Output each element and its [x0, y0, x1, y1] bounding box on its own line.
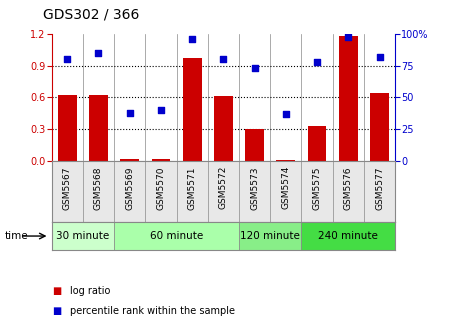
Text: GSM5577: GSM5577 [375, 166, 384, 210]
Text: GSM5570: GSM5570 [156, 166, 165, 210]
Bar [114, 222, 239, 250]
Text: GSM5575: GSM5575 [313, 166, 321, 210]
Text: 120 minute: 120 minute [240, 231, 300, 241]
Text: ■: ■ [52, 306, 61, 316]
Bar [58, 95, 77, 161]
Bar [277, 160, 295, 161]
Text: GSM5568: GSM5568 [94, 166, 103, 210]
Text: GSM5576: GSM5576 [344, 166, 353, 210]
Point [251, 66, 258, 71]
Text: percentile rank within the sample: percentile rank within the sample [70, 306, 234, 316]
Point [126, 110, 133, 116]
Text: GSM5574: GSM5574 [282, 166, 291, 209]
Bar [245, 129, 264, 161]
Text: 240 minute: 240 minute [318, 231, 378, 241]
Bar [183, 58, 202, 161]
Point [157, 108, 164, 113]
Point [313, 59, 321, 65]
Text: 30 minute: 30 minute [56, 231, 110, 241]
Text: GSM5569: GSM5569 [125, 166, 134, 210]
Point [64, 56, 71, 62]
Text: GSM5571: GSM5571 [188, 166, 197, 210]
Bar [214, 96, 233, 161]
Bar [152, 159, 170, 161]
Bar [52, 222, 114, 250]
Bar [339, 36, 358, 161]
Bar [120, 159, 139, 161]
Point [189, 36, 196, 41]
Text: GSM5573: GSM5573 [250, 166, 259, 210]
Text: log ratio: log ratio [70, 286, 110, 296]
Text: GDS302 / 366: GDS302 / 366 [43, 8, 139, 22]
Bar [89, 95, 108, 161]
Text: ■: ■ [52, 286, 61, 296]
Point [95, 50, 102, 55]
Point [345, 35, 352, 40]
Point [376, 54, 383, 59]
Text: 60 minute: 60 minute [150, 231, 203, 241]
Text: GSM5572: GSM5572 [219, 166, 228, 209]
Bar [308, 126, 326, 161]
Bar [239, 222, 301, 250]
Text: GSM5567: GSM5567 [63, 166, 72, 210]
Bar [301, 222, 395, 250]
Point [220, 56, 227, 62]
Point [282, 111, 290, 117]
Text: time: time [4, 231, 28, 241]
Bar [370, 93, 389, 161]
